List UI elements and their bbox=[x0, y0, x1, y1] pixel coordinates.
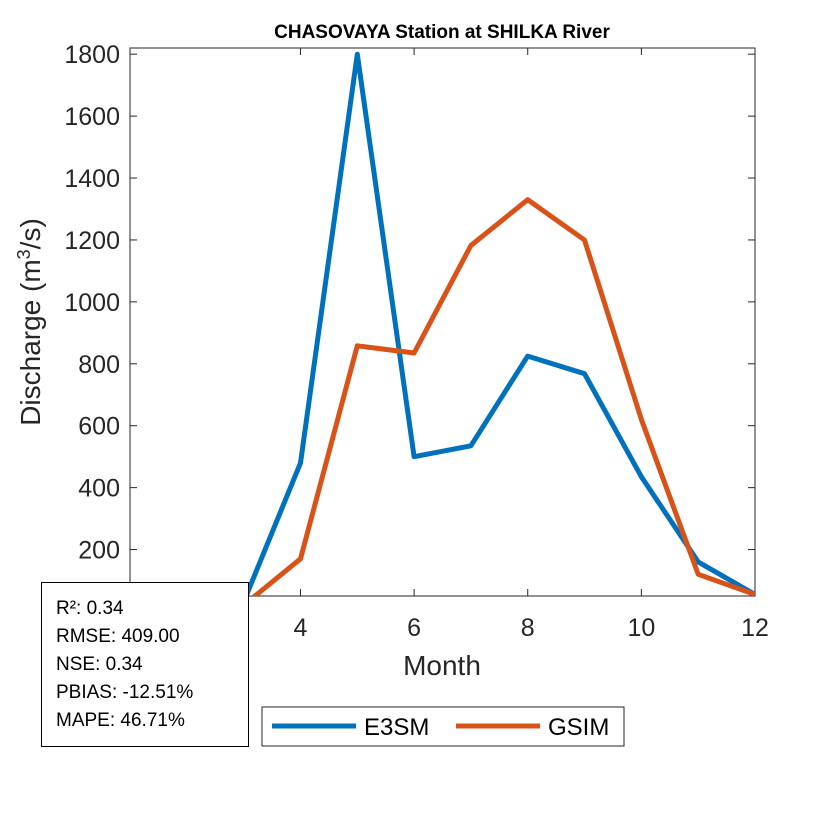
legend-box bbox=[261, 706, 625, 747]
y-tick-label: 1800 bbox=[64, 41, 120, 69]
legend-label-e3sm: E3SM bbox=[364, 714, 429, 741]
x-tick-label: 8 bbox=[521, 614, 535, 642]
x-tick-label: 10 bbox=[627, 614, 655, 642]
stat-r2: R²: 0.34 bbox=[56, 598, 124, 619]
legend-label-gsim: GSIM bbox=[548, 714, 609, 741]
plot-area bbox=[129, 47, 756, 597]
y-axis-label: Discharge (m3/s) bbox=[14, 218, 46, 426]
y-tick-label: 1200 bbox=[64, 227, 120, 255]
y-tick-label: 1400 bbox=[64, 165, 120, 193]
chart-title: CHASOVAYA Station at SHILKA River bbox=[274, 22, 610, 43]
stat-nse: NSE: 0.34 bbox=[56, 654, 143, 675]
y-tick-label: 600 bbox=[78, 413, 120, 441]
stats-box: R²: 0.34 RMSE: 409.00 NSE: 0.34 PBIAS: -… bbox=[41, 582, 249, 747]
x-tick-label: 6 bbox=[407, 614, 421, 642]
x-tick-label: 12 bbox=[741, 614, 769, 642]
stat-mape: MAPE: 46.71% bbox=[56, 710, 185, 731]
y-tick-label: 1600 bbox=[64, 103, 120, 131]
x-tick-label: 4 bbox=[294, 614, 308, 642]
stat-pbias: PBIAS: -12.51% bbox=[56, 682, 194, 703]
series-line-e3sm bbox=[243, 51, 755, 596]
legend: E3SM GSIM bbox=[261, 706, 625, 747]
x-axis-label: Month bbox=[403, 650, 481, 681]
y-tick-label: 1000 bbox=[64, 289, 120, 317]
y-tick-label: 200 bbox=[78, 537, 120, 565]
series-layer bbox=[243, 51, 755, 596]
y-tick-label: 400 bbox=[78, 475, 120, 503]
stat-rmse: RMSE: 409.00 bbox=[56, 626, 180, 647]
y-tick-label: 800 bbox=[78, 351, 120, 379]
ticks-layer: 200 400 600 800 1000 1200 1400 1600 1800 4 6 8 10 12 bbox=[64, 41, 769, 642]
series-line-gsim bbox=[251, 197, 755, 596]
